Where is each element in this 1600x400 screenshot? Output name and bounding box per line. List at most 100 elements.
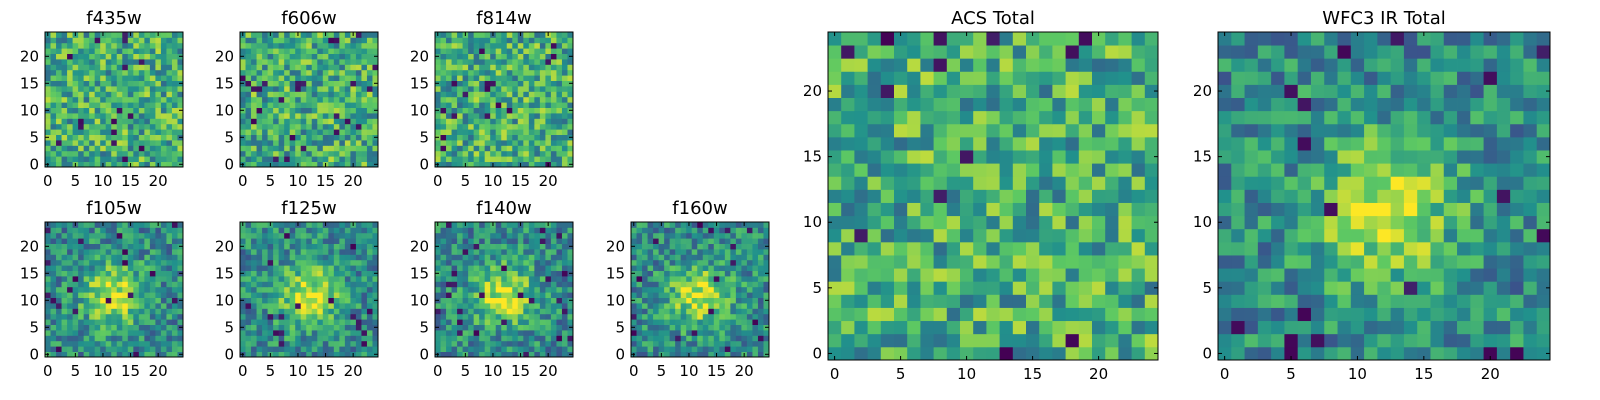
- heatmap-cell: [333, 75, 340, 81]
- heatmap-cell: [289, 254, 296, 261]
- heatmap-cell: [517, 259, 524, 266]
- heatmap-cell: [361, 37, 368, 44]
- heatmap-cell: [1012, 228, 1027, 243]
- heatmap-cell: [517, 107, 524, 114]
- heatmap-cell: [534, 346, 541, 352]
- x-tick-label: 5: [461, 362, 471, 380]
- heatmap-cell: [372, 276, 379, 282]
- heatmap-cell: [149, 32, 156, 38]
- heatmap-cell: [122, 243, 129, 250]
- heatmap-cell: [61, 281, 68, 288]
- heatmap-cell: [138, 259, 145, 266]
- heatmap-cell: [435, 313, 441, 320]
- heatmap-cell: [333, 145, 340, 152]
- heatmap-cell: [355, 102, 362, 108]
- heatmap-cell: [366, 346, 373, 352]
- heatmap-cell: [355, 297, 362, 304]
- heatmap-cell: [457, 86, 463, 92]
- heatmap-cell: [94, 140, 101, 146]
- heatmap-cell: [67, 59, 73, 65]
- heatmap-cell: [267, 346, 274, 352]
- heatmap-cell: [1026, 202, 1040, 217]
- heatmap-cell: [462, 330, 469, 336]
- heatmap-cell: [561, 324, 568, 331]
- heatmap-cell: [166, 270, 173, 277]
- heatmap-cell: [567, 156, 574, 162]
- heatmap-cell: [366, 102, 373, 108]
- heatmap-cell: [366, 281, 373, 288]
- heatmap-cell: [366, 48, 373, 54]
- heatmap-cell: [278, 335, 285, 342]
- heatmap-cell: [344, 150, 351, 157]
- heatmap-cell: [311, 140, 318, 146]
- heatmap-cell: [372, 303, 379, 309]
- heatmap-cell: [171, 254, 178, 261]
- heatmap-cell: [144, 69, 151, 76]
- heatmap-cell: [160, 243, 167, 250]
- heatmap-cell: [702, 281, 709, 288]
- heatmap-cell: [273, 48, 280, 54]
- heatmap-cell: [653, 340, 659, 347]
- heatmap-cell: [67, 53, 73, 60]
- heatmap-cell: [322, 319, 329, 325]
- heatmap-cell: [240, 308, 246, 315]
- heatmap-cell: [273, 222, 280, 228]
- heatmap-cell: [495, 286, 502, 293]
- heatmap-cell: [138, 69, 145, 76]
- heatmap-cell: [50, 297, 57, 304]
- heatmap-cell: [56, 64, 62, 71]
- heatmap-cell: [920, 281, 934, 295]
- heatmap-cell: [160, 286, 167, 293]
- heatmap-cell: [89, 346, 96, 352]
- heatmap-cell: [100, 96, 107, 103]
- heatmap-cell: [457, 123, 463, 130]
- x-tick-label: 5: [266, 362, 276, 380]
- heatmap-cell: [545, 297, 552, 304]
- heatmap-cell: [752, 292, 759, 298]
- heatmap-cell: [512, 303, 519, 309]
- heatmap-cell: [647, 249, 654, 255]
- heatmap-cell: [880, 176, 895, 190]
- heatmap-cell: [295, 75, 302, 81]
- heatmap-cell: [138, 80, 145, 87]
- heatmap-cell: [149, 319, 156, 325]
- heatmap-cell: [122, 276, 129, 282]
- heatmap-cell: [127, 59, 134, 65]
- heatmap-cell: [355, 222, 362, 228]
- heatmap-cell: [350, 335, 357, 342]
- heatmap-cell: [528, 32, 535, 38]
- heatmap-cell: [1078, 255, 1093, 269]
- heatmap-cell: [45, 96, 51, 103]
- heatmap-cell: [240, 249, 246, 255]
- heatmap-cell: [267, 319, 274, 325]
- heatmap-cell: [262, 53, 268, 60]
- heatmap-cell: [94, 113, 101, 119]
- heatmap-cell: [144, 319, 151, 325]
- heatmap-cell: [664, 276, 671, 282]
- heatmap-cell: [72, 232, 79, 239]
- heatmap-cell: [1105, 202, 1119, 217]
- heatmap-cell: [435, 259, 441, 266]
- heatmap-cell: [273, 91, 280, 98]
- heatmap-cell: [89, 297, 96, 304]
- heatmap-cell: [355, 227, 362, 234]
- heatmap-cell: [267, 335, 274, 342]
- heatmap-cell: [556, 227, 563, 234]
- heatmap-cell: [435, 102, 441, 108]
- heatmap-cell: [523, 259, 530, 266]
- heatmap-cell: [506, 145, 513, 152]
- heatmap-cell: [462, 145, 469, 152]
- heatmap-cell: [435, 308, 441, 315]
- heatmap-cell: [177, 265, 184, 271]
- heatmap-cell: [295, 340, 302, 347]
- heatmap-cell: [94, 319, 101, 325]
- heatmap-cell: [757, 319, 764, 325]
- heatmap-cell: [567, 249, 574, 255]
- heatmap-cell: [361, 64, 368, 71]
- heatmap-cell: [631, 281, 637, 288]
- heatmap-cell: [171, 96, 178, 103]
- heatmap-cell: [306, 64, 313, 71]
- heatmap-cell: [473, 340, 480, 347]
- heatmap-cell: [278, 113, 285, 119]
